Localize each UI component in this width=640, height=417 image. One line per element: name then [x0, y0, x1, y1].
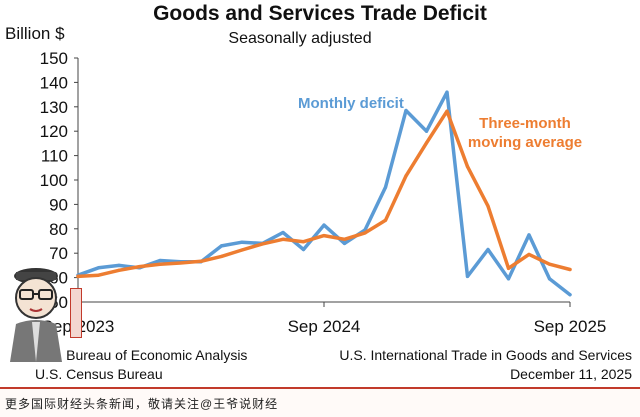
y-tick-label: 150: [40, 49, 68, 68]
data-point: [527, 252, 531, 257]
data-point: [424, 141, 429, 145]
y-tick-label: 80: [49, 220, 68, 239]
y-tick-label: 90: [49, 195, 68, 214]
data-point: [281, 237, 285, 241]
data-point: [486, 204, 490, 208]
data-point: [547, 262, 552, 266]
x-tick-label: Sep 2025: [534, 317, 607, 336]
data-point: [506, 266, 511, 270]
data-point: [383, 218, 388, 222]
report-title: U.S. International Trade in Goods and Se…: [339, 347, 632, 363]
data-point: [96, 273, 101, 277]
y-tick-label: 70: [49, 244, 68, 263]
data-point: [96, 266, 101, 270]
data-point: [506, 277, 511, 281]
data-point: [240, 248, 244, 252]
data-point: [445, 90, 449, 94]
data-point: [342, 237, 347, 241]
series-label-average: Three-month: [479, 115, 571, 132]
data-point: [465, 274, 470, 278]
data-point: [260, 242, 265, 246]
data-point: [301, 247, 306, 252]
data-point: [158, 262, 162, 266]
data-point: [219, 254, 224, 258]
source-census: U.S. Census Bureau: [35, 366, 163, 382]
data-point: [240, 240, 244, 244]
y-tick-label: 130: [40, 98, 68, 117]
data-point: [424, 129, 429, 133]
data-point: [281, 230, 285, 235]
series-label-average: moving average: [468, 134, 582, 151]
data-point: [486, 247, 490, 252]
data-point: [404, 108, 408, 113]
data-point: [568, 293, 572, 297]
y-tick-label: 110: [41, 147, 68, 166]
source-bea: U.S. Bureau of Economic Analysis: [35, 347, 248, 363]
data-point: [322, 234, 326, 238]
series-label-monthly: Monthly deficit: [298, 95, 404, 112]
data-point: [445, 109, 449, 113]
y-tick-label: 120: [40, 122, 68, 141]
data-point: [363, 231, 367, 235]
data-point: [199, 259, 203, 263]
data-point: [117, 268, 121, 272]
data-point: [527, 233, 531, 237]
data-point: [547, 277, 552, 281]
data-point: [301, 240, 306, 244]
data-point: [219, 244, 224, 248]
data-point: [137, 265, 142, 269]
footer-banner: 更多国际财经头条新闻，敬请关注@王爷说财经: [0, 387, 640, 417]
data-point: [342, 241, 347, 246]
y-tick-label: 100: [40, 171, 68, 190]
data-point: [178, 261, 183, 265]
data-point: [158, 258, 162, 263]
seal-stamp: [70, 288, 82, 338]
data-point: [568, 267, 572, 272]
data-point: [117, 263, 121, 267]
data-point: [322, 223, 326, 227]
chart-title: Goods and Services Trade Deficit: [153, 2, 487, 25]
y-axis-label: Billion $: [5, 24, 65, 43]
avatar-icon: [10, 268, 62, 362]
data-point: [465, 164, 470, 169]
report-date: December 11, 2025: [510, 366, 632, 382]
data-point: [76, 274, 80, 278]
chart-subtitle: Seasonally adjusted: [228, 30, 372, 47]
x-tick-label: Sep 2024: [288, 317, 361, 336]
data-point: [404, 174, 408, 178]
data-point: [383, 185, 388, 189]
y-tick-label: 140: [40, 73, 68, 92]
